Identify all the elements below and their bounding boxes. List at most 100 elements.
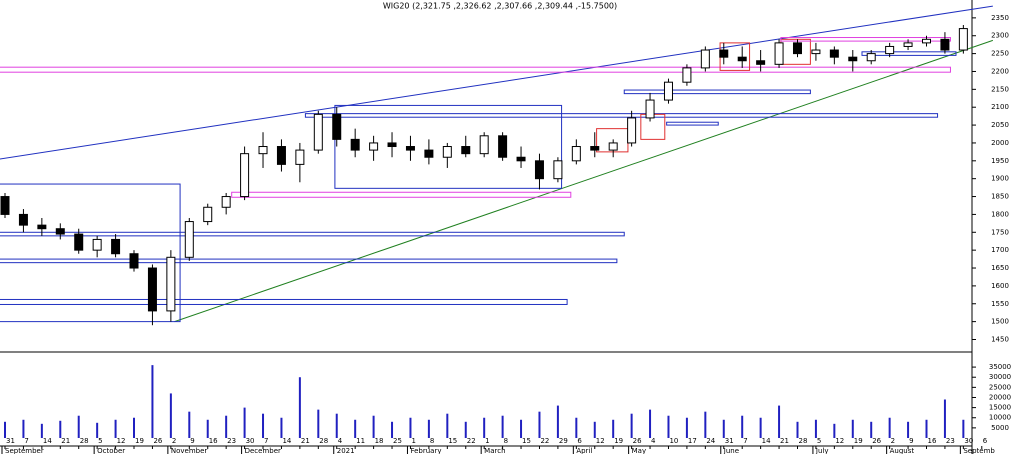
- candle-body: [442, 146, 452, 158]
- x-tick-label: 2: [172, 437, 176, 445]
- x-tick-label: 17: [688, 437, 697, 445]
- x-tick-label: 14: [43, 437, 52, 445]
- candle-body: [147, 267, 157, 312]
- y-tick-label: 1500: [991, 318, 1009, 326]
- x-tick-label: 29: [559, 437, 568, 445]
- candle-body: [461, 146, 471, 155]
- candle-body: [553, 160, 563, 180]
- month-label: June: [723, 447, 739, 454]
- x-tick-label: 28: [798, 437, 807, 445]
- x-tick-label: 5: [98, 437, 102, 445]
- candle-body: [700, 49, 710, 69]
- overlay-box: [0, 298, 568, 305]
- y-tick-label: 1950: [991, 157, 1009, 165]
- month-label: Septemb: [963, 447, 995, 454]
- x-tick-label: 14: [282, 437, 291, 445]
- overlay-box: [0, 183, 181, 323]
- x-tick-label: 16: [209, 437, 218, 445]
- candle-body: [774, 42, 784, 65]
- x-tick-label: 12: [596, 437, 605, 445]
- y-tick-label: 1600: [991, 282, 1009, 290]
- month-label: September: [5, 447, 44, 454]
- candle-body: [479, 135, 489, 155]
- candle-body: [627, 117, 637, 144]
- candle-body: [295, 149, 305, 165]
- candle-body: [940, 38, 950, 51]
- x-tick-label: 21: [61, 437, 70, 445]
- candle-body: [111, 238, 121, 255]
- y-tick-label: 2100: [991, 103, 1009, 111]
- x-tick-label: 9: [190, 437, 194, 445]
- candle-body: [958, 28, 968, 51]
- x-tick-label: 2: [891, 437, 895, 445]
- x-tick-label: 31: [6, 437, 15, 445]
- month-label: March: [484, 447, 505, 454]
- x-tick-label: 28: [319, 437, 328, 445]
- x-tick-label: 25: [393, 437, 402, 445]
- candle-body: [571, 146, 581, 162]
- overlay-box: [623, 89, 811, 95]
- x-tick-label: 7: [24, 437, 28, 445]
- candle-body: [608, 142, 618, 151]
- month-label: 2021: [337, 447, 355, 454]
- x-tick-label: 14: [762, 437, 771, 445]
- y-tick-label: 1800: [991, 210, 1009, 218]
- x-tick-label: 21: [301, 437, 310, 445]
- month-label: December: [245, 447, 281, 454]
- overlay-box: [0, 66, 951, 73]
- x-tick-label: 6: [983, 437, 988, 445]
- month-label: August: [890, 447, 915, 454]
- x-tick-label: 19: [135, 437, 144, 445]
- candle-body: [350, 138, 360, 151]
- candle-body: [516, 156, 526, 162]
- x-tick-label: 23: [227, 437, 236, 445]
- month-label: October: [97, 447, 125, 454]
- candle-body: [129, 253, 139, 269]
- x-tick-label: 26: [153, 437, 162, 445]
- x-tick-label: 19: [614, 437, 623, 445]
- x-tick-label: 26: [633, 437, 642, 445]
- candle-body: [369, 142, 379, 151]
- candle-body: [221, 196, 231, 208]
- month-label: May: [632, 447, 646, 454]
- x-tick-label: 1: [485, 437, 489, 445]
- x-tick-label: 4: [651, 437, 656, 445]
- x-tick-label: 18: [375, 437, 384, 445]
- x-tick-label: 12: [117, 437, 126, 445]
- overlay-box: [780, 37, 951, 42]
- candle-body: [756, 60, 766, 65]
- candle-body: [645, 99, 655, 119]
- overlay-box: [231, 191, 572, 198]
- volume-tick-label: 25000: [989, 383, 1011, 391]
- x-tick-label: 30: [246, 437, 255, 445]
- volume-tick-label: 35000: [989, 363, 1011, 371]
- x-tick-label: 23: [946, 437, 955, 445]
- candle-body: [811, 49, 821, 55]
- candle-body: [719, 49, 729, 58]
- candle-body: [885, 45, 895, 55]
- x-tick-label: 22: [540, 437, 549, 445]
- candle-body: [55, 228, 65, 235]
- x-tick-label: 26: [872, 437, 881, 445]
- y-tick-label: 2200: [991, 67, 1009, 75]
- candle-body: [276, 146, 286, 165]
- candle-body: [682, 67, 692, 83]
- y-tick-label: 1900: [991, 175, 1009, 183]
- x-tick-label: 15: [522, 437, 531, 445]
- x-tick-label: 4: [338, 437, 343, 445]
- chart-title: WIG20 (2,321.75 ,2,326.62 ,2,307.66 ,2,3…: [383, 2, 617, 11]
- candle-body: [203, 206, 213, 223]
- candle-body: [166, 256, 176, 312]
- x-tick-label: 19: [854, 437, 863, 445]
- month-label: November: [171, 447, 208, 454]
- candle-body: [74, 233, 84, 251]
- candle-body: [387, 142, 397, 148]
- candle-body: [848, 56, 858, 62]
- candle-body: [37, 224, 47, 230]
- volume-tick-label: 5000: [991, 424, 1009, 432]
- y-tick-label: 1550: [991, 300, 1009, 308]
- x-tick-label: 8: [430, 437, 434, 445]
- candle-body: [240, 153, 250, 198]
- x-tick-label: 30: [964, 437, 973, 445]
- y-tick-label: 2350: [991, 14, 1009, 22]
